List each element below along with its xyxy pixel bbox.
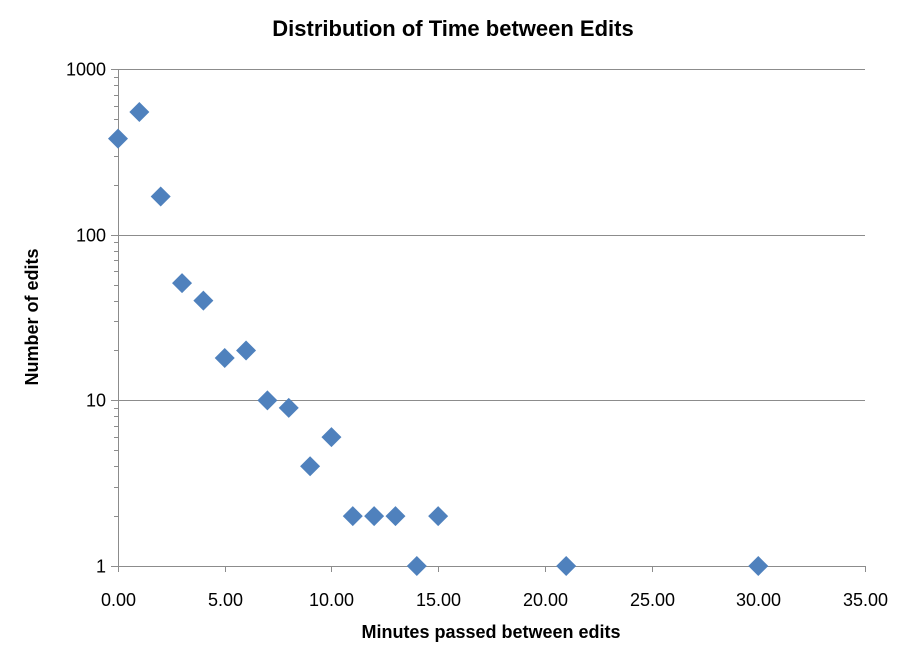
axes [111, 69, 866, 572]
y-tick-label: 1000 [66, 60, 106, 80]
data-point [406, 556, 427, 576]
data-point [108, 128, 128, 149]
data-point [364, 506, 385, 527]
data-point [236, 340, 257, 361]
gridlines [118, 69, 865, 401]
x-tick-label: 5.00 [208, 590, 243, 610]
y-tick-label: 100 [76, 226, 106, 246]
tick-labels: 1 10 100 1000 0.00 5.00 10.00 15.00 20.00 25.00 30… [66, 60, 888, 611]
x-tick-label: 10.00 [309, 590, 354, 610]
data-point [748, 556, 769, 576]
data-point [129, 102, 150, 123]
x-tick-label: 20.00 [523, 590, 568, 610]
x-tick-label: 25.00 [630, 590, 675, 610]
data-point [556, 556, 577, 576]
data-point [150, 186, 171, 207]
x-tick-label: 15.00 [416, 590, 461, 610]
data-point [172, 273, 193, 294]
x-axis-title: Minutes passed between edits [361, 622, 620, 642]
data-point [214, 348, 235, 369]
data-point [428, 506, 449, 527]
data-point [278, 397, 299, 418]
data-point [385, 506, 406, 527]
data-point [193, 290, 214, 311]
y-axis-title: Number of edits [22, 248, 42, 385]
chart-title: Distribution of Time between Edits [272, 16, 633, 41]
data-point [300, 456, 321, 477]
y-tick-label: 10 [86, 391, 106, 411]
x-tick-label: 30.00 [736, 590, 781, 610]
x-tick-label: 0.00 [101, 590, 136, 610]
x-tick-label: 35.00 [843, 590, 888, 610]
data-point [257, 390, 278, 411]
data-points [108, 102, 769, 576]
y-tick-label: 1 [96, 557, 106, 577]
data-point [342, 506, 363, 527]
data-point [321, 427, 342, 448]
